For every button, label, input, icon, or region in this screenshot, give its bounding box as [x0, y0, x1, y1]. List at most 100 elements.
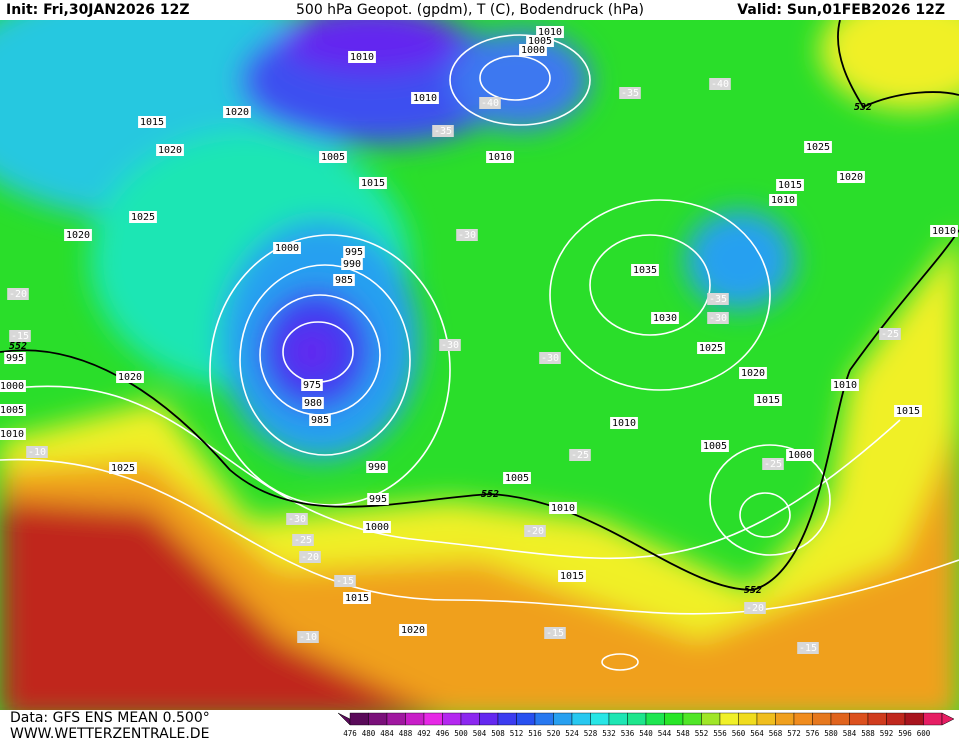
temperature-label-box — [619, 87, 641, 99]
isobar-label-box — [343, 246, 365, 258]
colorbar-swatch — [775, 712, 795, 726]
isobar-label-box — [366, 461, 388, 473]
isobar-label-box — [651, 312, 679, 324]
temperature-label: -10 — [28, 447, 46, 458]
colorbar-label: 488 — [399, 729, 413, 738]
contour-label: 552 — [481, 489, 499, 500]
temperature-label-box — [744, 602, 766, 614]
contour-label: 532 — [854, 102, 872, 113]
temperature-label-box — [432, 125, 454, 137]
temperature-label-box — [7, 288, 29, 300]
isobar-label: 1010 — [350, 52, 374, 63]
colorbar-swatch — [830, 712, 850, 726]
colorbar-swatch — [497, 712, 517, 726]
isobar-label: 1020 — [225, 107, 249, 118]
isobar-label-box — [138, 116, 166, 128]
colorbar-swatch — [756, 712, 776, 726]
isobar-label: 1010 — [551, 503, 575, 514]
isobar-label: 985 — [311, 415, 329, 426]
colorbar-swatch — [886, 712, 906, 726]
isobar-label-box — [739, 367, 767, 379]
isobar-label: 995 — [6, 353, 24, 364]
temperature-label: -20 — [526, 526, 544, 537]
temperature-label-box — [524, 525, 546, 537]
temperature-label: -25 — [764, 459, 782, 470]
colorbar-swatch — [904, 712, 924, 726]
temperature-label-box — [292, 534, 314, 546]
isobar-label-box — [302, 397, 324, 409]
colorbar-swatch — [608, 712, 628, 726]
isobar-label: 1015 — [140, 117, 164, 128]
isobar-label-box — [0, 404, 26, 416]
isobar-label: 1030 — [653, 313, 677, 324]
isobar-label-box — [558, 570, 586, 582]
isobar-label-box — [769, 194, 797, 206]
colorbar-swatch — [701, 712, 721, 726]
isobar-label-box — [367, 493, 389, 505]
temperature-label: -25 — [571, 450, 589, 461]
colorbar-end — [337, 712, 351, 726]
colorbar-label: 500 — [454, 729, 468, 738]
colorbar-label: 480 — [362, 729, 376, 738]
isobar-label-box — [804, 141, 832, 153]
map-field — [0, 20, 959, 710]
colorbar-label: 520 — [547, 729, 561, 738]
temperature-label-box — [797, 642, 819, 654]
isobar-label: 1000 — [0, 381, 24, 392]
colorbar-swatch — [571, 712, 591, 726]
colorbar-label: 516 — [528, 729, 542, 738]
colorbar-swatch — [812, 712, 832, 726]
isobar-label-box — [223, 106, 251, 118]
isobar-label-box — [519, 44, 547, 56]
colorbar-swatch — [368, 712, 388, 726]
colorbar-label: 584 — [843, 729, 857, 738]
isobar-label: 1015 — [778, 180, 802, 191]
temperature-label-box — [569, 449, 591, 461]
isobar-label: 1015 — [896, 406, 920, 417]
isobar-label: 1010 — [612, 418, 636, 429]
isobar-label-box — [333, 274, 355, 286]
map-title: 500 hPa Geopot. (gpdm), T (C), Bodendruc… — [296, 2, 644, 18]
temperature-label-box — [334, 575, 356, 587]
isobar-label: 1005 — [528, 36, 552, 47]
isobar-label: 1005 — [321, 152, 345, 163]
isobar-label-box — [399, 624, 427, 636]
temperature-label-box — [762, 458, 784, 470]
isobar-label-box — [129, 211, 157, 223]
isobar-label: 1000 — [788, 450, 812, 461]
isobar-label-box — [894, 405, 922, 417]
isobar-label-box — [64, 229, 92, 241]
site-name: WWW.WETTERZENTRALE.DE — [10, 726, 209, 741]
temperature-label-box — [439, 339, 461, 351]
colorbar-end — [941, 712, 955, 726]
colorbar-swatch — [664, 712, 684, 726]
isobar-label-box — [776, 179, 804, 191]
isobar-label: 1035 — [633, 265, 657, 276]
isobar-label-box — [116, 371, 144, 383]
temperature-label-box — [297, 631, 319, 643]
colorbar-swatch — [516, 712, 536, 726]
colorbar-label: 508 — [491, 729, 505, 738]
temperature-label: -35 — [621, 88, 639, 99]
colorbar-swatch — [793, 712, 813, 726]
isobar-label: 1000 — [275, 243, 299, 254]
colorbar-swatch — [645, 712, 665, 726]
isobar-label-box — [156, 144, 184, 156]
temperature-label: -40 — [711, 79, 729, 90]
colorbar-label: 492 — [417, 729, 431, 738]
temperature-label: -10 — [299, 632, 317, 643]
isobar-label-box — [786, 449, 814, 461]
isobar-label-box — [486, 151, 514, 163]
isobar-label-box — [343, 592, 371, 604]
temperature-label-box — [26, 446, 48, 458]
isobar-label: 1010 — [538, 27, 562, 38]
colorbar-swatch — [423, 712, 443, 726]
colorbar-label: 496 — [436, 729, 450, 738]
isobar-label-box — [610, 417, 638, 429]
colorbar-label: 548 — [676, 729, 690, 738]
isobar-label-box — [631, 264, 659, 276]
isobar-label-box — [831, 379, 859, 391]
isobar-label-box — [309, 414, 331, 426]
temperature-label: -30 — [541, 353, 559, 364]
